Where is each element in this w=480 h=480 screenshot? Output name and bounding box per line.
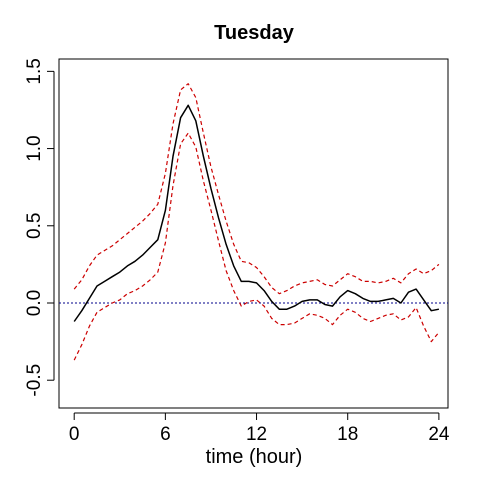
y-axis: -0.5 0.0 0.5 1.0 1.5 <box>24 58 55 397</box>
series-line-lower <box>73 132 440 361</box>
series-line-upper <box>73 83 440 295</box>
y-tick-label: 0.0 <box>24 290 45 316</box>
plot-frame <box>58 58 449 409</box>
x-tick-label: 24 <box>428 424 450 445</box>
y-tick-label: 1.5 <box>24 58 45 84</box>
x-tick-label: 12 <box>246 424 267 445</box>
y-tick-label: -0.5 <box>24 364 45 397</box>
series-line-estimate <box>73 104 440 322</box>
chart-title: Tuesday <box>214 22 295 44</box>
y-tick-label: 0.5 <box>24 213 45 239</box>
x-axis: 0 6 12 18 24 <box>69 412 450 445</box>
y-tick-label: 1.0 <box>24 135 45 161</box>
x-axis-label: time (hour) <box>206 446 303 468</box>
x-tick-label: 6 <box>160 424 171 445</box>
x-tick-label: 18 <box>337 424 358 445</box>
series-layer <box>73 83 440 361</box>
x-tick-label: 0 <box>69 424 80 445</box>
